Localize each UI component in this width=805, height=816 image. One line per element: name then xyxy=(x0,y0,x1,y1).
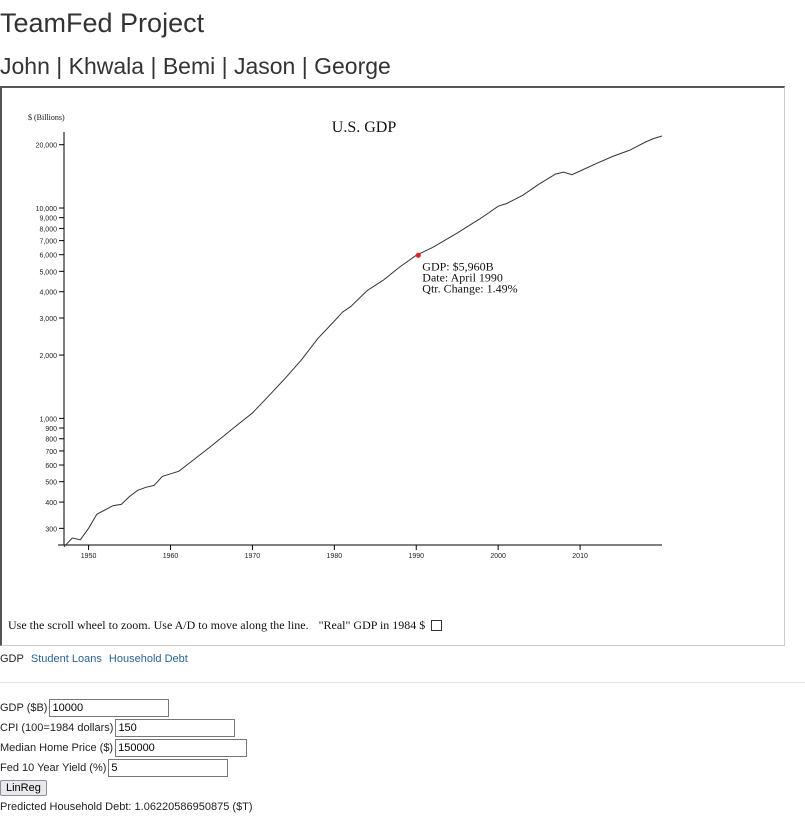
cpi-field-label: CPI (100=1984 dollars) xyxy=(0,722,114,734)
linreg-form: GDP ($B) CPI (100=1984 dollars) Median H… xyxy=(0,698,253,813)
chart-instructions: Use the scroll wheel to zoom. Use A/D to… xyxy=(8,618,443,633)
highlight-point xyxy=(415,252,421,258)
gdp-field-label: GDP ($B) xyxy=(0,702,48,714)
y-tick-label: 400 xyxy=(45,500,57,507)
home-price-field-label: Median Home Price ($) xyxy=(0,742,114,754)
y-tick-label: 1,000 xyxy=(39,416,57,423)
cpi-field[interactable] xyxy=(115,719,236,737)
y-tick-label: 4,000 xyxy=(39,290,57,297)
x-tick-label: 2000 xyxy=(490,553,506,560)
tab-household-debt[interactable]: Household Debt xyxy=(108,653,188,665)
chart-panel[interactable]: 300 400 500 600 700 800 900 1,000 2,000 3,000 4,00… xyxy=(0,86,785,646)
yield-field-label: Fed 10 Year Yield (%) xyxy=(0,762,107,774)
page-title: TeamFed Project xyxy=(0,8,205,38)
prediction-result: Predicted Household Debt: 1.062205869508… xyxy=(0,801,253,813)
chart-title: U.S. GDP xyxy=(332,119,397,136)
y-tick-label: 10,000 xyxy=(36,206,58,213)
y-tick-label: 2,000 xyxy=(39,353,57,360)
gdp-chart[interactable]: 300 400 500 600 700 800 900 1,000 2,000 3,000 4,00… xyxy=(2,88,785,608)
instructions-text: Use the scroll wheel to zoom. Use A/D to… xyxy=(8,618,309,632)
y-tick-label: 5,000 xyxy=(39,269,57,276)
y-tick-label: 7,000 xyxy=(39,239,57,246)
x-tick-label: 1980 xyxy=(327,553,343,560)
x-tick-label: 1970 xyxy=(245,553,261,560)
y-tick-label: 600 xyxy=(45,463,57,470)
tooltip-change: Qtr. Change: 1.49% xyxy=(422,281,517,295)
x-tick-label: 1960 xyxy=(163,553,179,560)
real-gdp-label: "Real" GDP in 1984 $ xyxy=(318,618,426,632)
y-tick-label: 300 xyxy=(45,526,57,533)
tooltip-date: Date: April 1990 xyxy=(422,270,503,284)
y-tick-label: 6,000 xyxy=(39,253,57,260)
y-tick-label: 8,000 xyxy=(39,226,57,233)
divider xyxy=(0,682,805,683)
gdp-field[interactable] xyxy=(49,699,170,717)
team-members: John | Khwala | Bemi | Jason | George xyxy=(0,53,391,79)
chart-tabs: GDP Student Loans Household Debt xyxy=(0,653,192,665)
y-tick-label: 900 xyxy=(45,426,57,433)
gdp-series-line xyxy=(63,135,663,548)
y-tick-label: 500 xyxy=(45,480,57,487)
linreg-button[interactable]: LinReg xyxy=(0,780,47,796)
y-tick-label: 3,000 xyxy=(39,316,57,323)
tab-gdp: GDP xyxy=(0,653,24,665)
x-tick-label: 1950 xyxy=(81,553,97,560)
y-tick-label: 9,000 xyxy=(39,216,57,223)
y-axis-label: $ (Billions) xyxy=(28,113,65,122)
y-tick-label: 20,000 xyxy=(36,143,58,150)
y-tick-label: 700 xyxy=(45,449,57,456)
x-tick-label: 2010 xyxy=(572,553,588,560)
yield-field[interactable] xyxy=(108,759,229,777)
tooltip-gdp: GDP: $5,960B xyxy=(422,259,493,273)
tab-student-loans[interactable]: Student Loans xyxy=(30,653,102,665)
real-gdp-checkbox[interactable] xyxy=(431,620,443,631)
x-tick-label: 1990 xyxy=(408,553,424,560)
y-tick-label: 800 xyxy=(45,437,57,444)
home-price-field[interactable] xyxy=(115,739,248,757)
